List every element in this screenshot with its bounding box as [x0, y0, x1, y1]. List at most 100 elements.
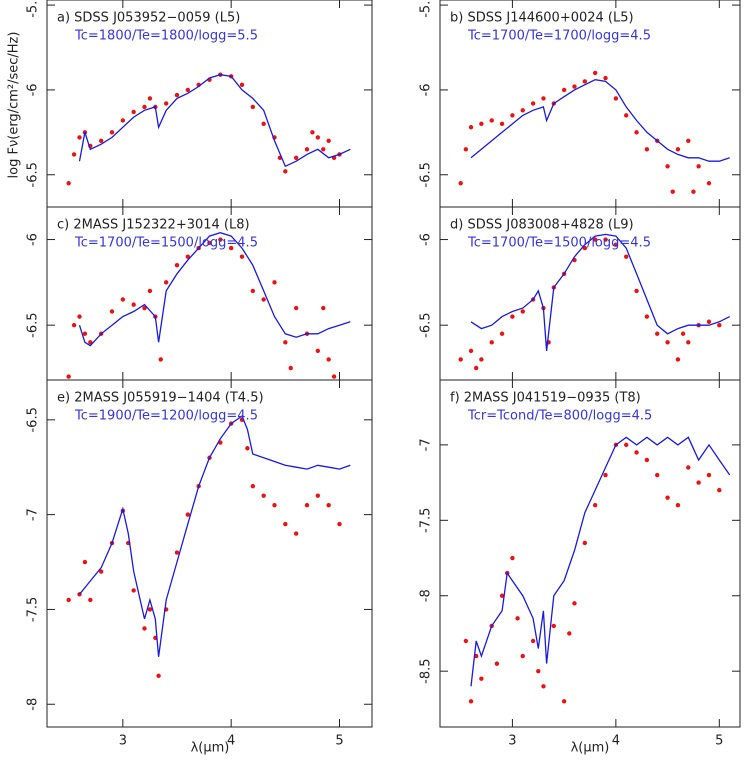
observed-point	[675, 147, 681, 152]
observed-point	[163, 280, 169, 285]
observed-point	[131, 109, 136, 115]
observed-point	[613, 242, 619, 247]
observed-point	[644, 147, 650, 152]
y-tick-label: -8.5	[419, 658, 434, 683]
observed-point	[686, 340, 691, 345]
observed-point	[624, 254, 629, 259]
x-tick-label: 4	[612, 734, 620, 749]
observed-point	[304, 147, 310, 152]
plot-area	[463, 436, 731, 704]
x-tick-label: 5	[715, 734, 723, 749]
observed-point	[592, 70, 598, 76]
y-tick-label: -6.5	[26, 313, 41, 338]
observed-point	[696, 164, 701, 169]
observed-point	[156, 673, 161, 679]
observed-point	[109, 130, 115, 135]
observed-point	[304, 502, 310, 508]
observed-point	[561, 699, 567, 704]
observed-point	[261, 493, 266, 498]
observed-point	[530, 101, 536, 106]
observed-point	[706, 181, 712, 186]
x-tick-label: 5	[335, 734, 343, 749]
model-line	[78, 74, 351, 168]
observed-point	[474, 365, 479, 371]
y-tick-label: -6.5	[26, 407, 41, 432]
y-tick-label: -8	[26, 698, 41, 711]
observed-point	[185, 254, 191, 259]
observed-point	[665, 495, 670, 500]
observed-point	[634, 288, 639, 294]
y-tick-label: -7	[419, 438, 434, 451]
panel-title: d) SDSS J083008+4828 (L9)	[450, 218, 634, 233]
observed-point	[283, 521, 288, 527]
observed-point	[686, 465, 691, 470]
observed-point	[582, 540, 588, 546]
observed-point	[567, 631, 572, 636]
observed-point	[536, 668, 541, 674]
panel-title: b) SDSS J144600+0024 (L5)	[450, 11, 634, 26]
observed-point	[88, 340, 93, 345]
observed-point	[634, 130, 639, 135]
x-axis-label: λ(μm)	[571, 741, 610, 756]
observed-point	[185, 87, 191, 93]
observed-point	[288, 365, 293, 371]
observed-point	[293, 305, 299, 311]
observed-point	[326, 502, 331, 508]
observed-point	[681, 215, 685, 219]
observed-point	[131, 588, 136, 593]
observed-point	[530, 638, 536, 644]
panel-title: e) 2MASS J055919−1404 (T4.5)	[57, 391, 264, 406]
panel-title: f) 2MASS J041519−0935 (T8)	[450, 391, 641, 406]
observed-point	[644, 314, 650, 319]
panel-frame	[46, 379, 373, 728]
x-tick-label: 3	[508, 734, 516, 749]
observed-point	[250, 483, 256, 489]
observed-point	[706, 472, 712, 478]
observed-point	[479, 357, 484, 362]
observed-point	[283, 340, 288, 345]
observed-point	[337, 521, 342, 527]
observed-point	[624, 442, 629, 448]
observed-point	[655, 331, 660, 336]
observed-point	[499, 121, 505, 127]
x-axis-label: λ(μm)	[191, 741, 230, 756]
observed-point	[520, 309, 525, 314]
panel-title: c) 2MASS J152322+3014 (L8)	[57, 218, 250, 233]
observed-point	[675, 503, 681, 508]
y-tick-label: -6.5	[419, 313, 434, 338]
observed-point	[250, 288, 256, 294]
observed-point	[551, 623, 556, 629]
y-tick-label: -7.5	[419, 508, 434, 533]
observed-point	[520, 108, 525, 113]
observed-point	[218, 237, 223, 242]
x-tick-label: 3	[119, 734, 127, 749]
observed-point	[468, 348, 474, 354]
observed-point	[592, 237, 598, 242]
panel-subtitle: Tc=1800/Te=1800/logg=5.5	[74, 29, 258, 44]
observed-point	[66, 374, 71, 379]
panel-frame	[439, 379, 741, 728]
observed-point	[520, 653, 525, 659]
observed-point	[120, 297, 126, 302]
observed-point	[245, 446, 250, 451]
observed-point	[702, 223, 706, 227]
observed-point	[71, 152, 77, 157]
observed-point	[655, 472, 660, 478]
observed-point	[250, 104, 256, 110]
observed-point	[468, 125, 474, 130]
model-line	[470, 79, 730, 162]
panel-frame	[46, 206, 373, 381]
panel-subtitle: Tcr=Tcond/Te=800/logg=4.5	[467, 409, 652, 424]
observed-point	[174, 263, 180, 268]
observed-point	[98, 138, 104, 144]
observed-point	[315, 135, 321, 140]
plot-area	[66, 72, 351, 186]
y-tick-label: -6.5	[419, 162, 434, 187]
y-tick-label: -5.5	[26, 0, 41, 18]
observed-point	[239, 82, 245, 88]
observed-point	[624, 113, 629, 118]
y-tick-label: -7	[26, 508, 41, 521]
observed-point	[463, 147, 469, 152]
observed-point	[272, 280, 277, 285]
